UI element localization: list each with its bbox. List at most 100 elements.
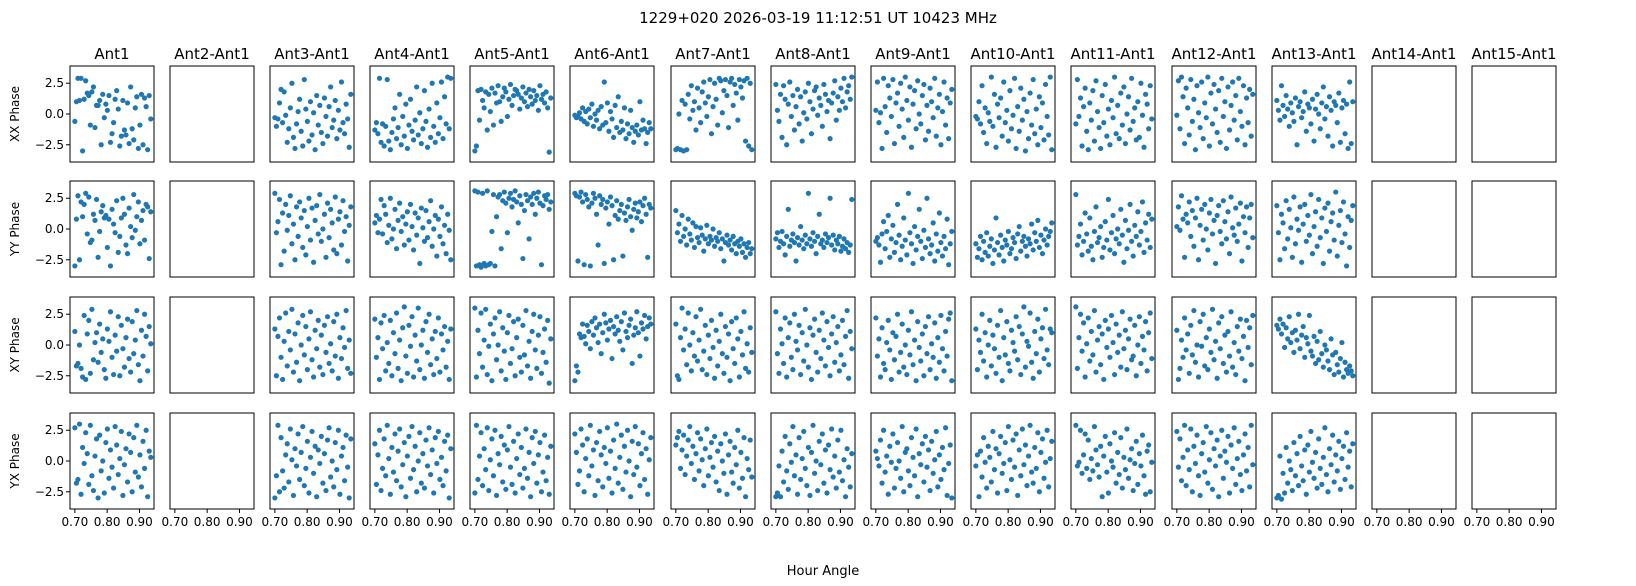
- data-point: [885, 83, 891, 89]
- data-point: [384, 422, 390, 428]
- data-point: [117, 373, 123, 379]
- data-point: [114, 442, 120, 448]
- data-point: [618, 432, 624, 438]
- y-tick-label: −2.5: [35, 485, 64, 499]
- x-tick-label: 0.70: [361, 515, 388, 529]
- data-point: [933, 133, 939, 139]
- data-point: [1337, 207, 1343, 214]
- data-point: [888, 113, 894, 120]
- data-point: [1294, 451, 1300, 457]
- data-point: [798, 371, 804, 378]
- data-point: [631, 471, 637, 478]
- data-point: [581, 489, 587, 495]
- data-point: [481, 105, 487, 111]
- data-point: [839, 478, 846, 484]
- data-point: [501, 189, 507, 195]
- data-point: [335, 107, 341, 113]
- data-point: [629, 360, 635, 367]
- data-point: [1044, 113, 1050, 120]
- data-point: [1073, 191, 1079, 198]
- data-point: [114, 198, 120, 204]
- data-point: [1188, 76, 1194, 83]
- panel-ant14-ant1-yy-phase: [1371, 180, 1457, 278]
- data-point: [1108, 230, 1115, 236]
- x-tick-label: 0.90: [626, 515, 653, 529]
- data-point: [273, 123, 279, 129]
- data-point: [332, 353, 338, 359]
- data-point: [982, 330, 988, 336]
- data-point: [680, 347, 687, 353]
- data-point: [1333, 189, 1339, 195]
- data-point: [310, 470, 317, 476]
- data-point: [1239, 123, 1245, 129]
- data-point: [1127, 316, 1133, 322]
- data-point: [418, 140, 424, 147]
- data-point: [1299, 259, 1305, 265]
- axes-frame: [1171, 65, 1257, 163]
- data-point: [842, 246, 849, 252]
- data-point: [1331, 371, 1337, 378]
- data-point: [606, 475, 612, 481]
- data-point: [601, 260, 607, 267]
- data-point: [1107, 441, 1113, 447]
- data-point: [1049, 330, 1055, 336]
- data-point: [1347, 79, 1353, 85]
- data-point: [1175, 464, 1181, 470]
- data-point: [816, 95, 822, 101]
- data-point: [1326, 446, 1333, 452]
- data-point: [440, 483, 446, 489]
- data-point: [1029, 469, 1035, 475]
- data-point: [601, 444, 607, 451]
- data-point: [272, 326, 278, 332]
- data-point: [592, 111, 598, 117]
- data-point: [1077, 95, 1084, 101]
- axes-frame: [469, 412, 555, 510]
- data-point: [1328, 107, 1334, 113]
- data-point: [326, 104, 332, 110]
- data-point: [1275, 326, 1281, 332]
- data-point: [592, 195, 598, 201]
- panel-ant6-ant1-xx-phase: [569, 65, 655, 163]
- data-point: [1036, 489, 1042, 495]
- data-point: [749, 246, 755, 252]
- data-point: [1175, 78, 1181, 84]
- data-point: [623, 136, 629, 142]
- data-point: [484, 371, 490, 378]
- data-point: [1228, 309, 1234, 315]
- data-point: [587, 263, 593, 269]
- data-point: [976, 99, 982, 105]
- data-point: [905, 327, 911, 333]
- data-point: [645, 491, 651, 497]
- data-point: [1177, 126, 1183, 132]
- panel-ant1-yx-phase: 2.50.0−2.50.70 0.80 0.90: [35, 412, 155, 529]
- data-point: [648, 435, 654, 441]
- data-point: [1340, 199, 1347, 205]
- data-point: [138, 484, 145, 490]
- data-point: [109, 206, 115, 212]
- data-point: [691, 476, 698, 483]
- data-point: [749, 147, 755, 153]
- data-point: [1104, 344, 1110, 351]
- data-point: [1289, 487, 1295, 494]
- data-point: [92, 453, 98, 459]
- data-point: [281, 338, 287, 344]
- data-point: [406, 237, 412, 243]
- data-point: [645, 129, 651, 136]
- data-point: [540, 469, 546, 475]
- data-point: [818, 355, 824, 362]
- data-point: [805, 190, 811, 196]
- data-point: [1311, 138, 1317, 144]
- data-point: [742, 254, 749, 260]
- data-point: [1220, 475, 1226, 481]
- data-point: [1311, 223, 1317, 230]
- data-point: [324, 200, 331, 206]
- data-point: [718, 246, 724, 252]
- data-point: [801, 358, 807, 364]
- data-point: [393, 136, 400, 142]
- data-point: [1323, 347, 1330, 353]
- data-point: [332, 439, 338, 446]
- data-point: [135, 474, 141, 480]
- data-point: [935, 248, 941, 254]
- data-point: [1350, 441, 1356, 447]
